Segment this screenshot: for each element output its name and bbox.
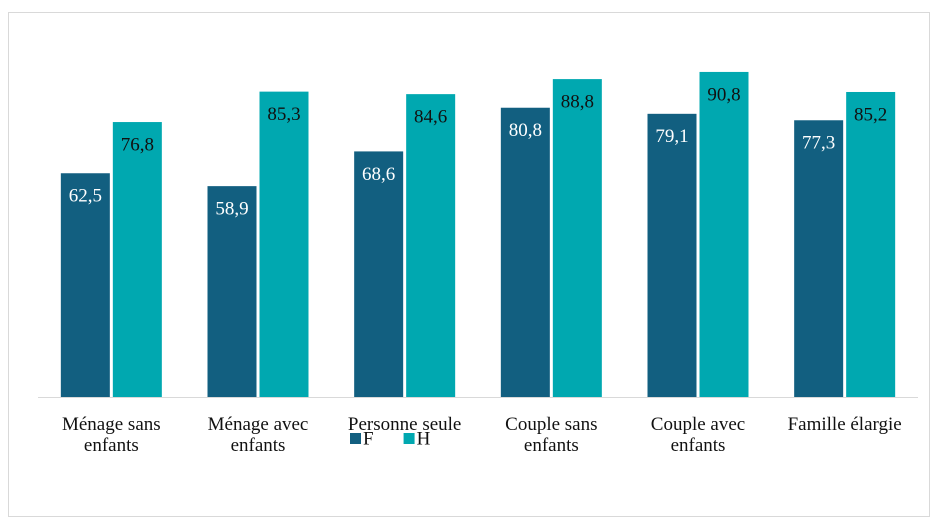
bar — [259, 91, 309, 397]
bar — [60, 173, 110, 397]
data-label: 85,3 — [267, 104, 300, 125]
chart-border — [8, 12, 930, 517]
bar — [112, 122, 162, 397]
legend-label: H — [417, 428, 431, 449]
data-label: 88,8 — [561, 91, 594, 112]
legend-swatch — [350, 433, 361, 444]
data-label: 58,9 — [215, 198, 248, 219]
x-tick-label: Famille élargie — [787, 414, 902, 435]
bar — [552, 79, 602, 397]
data-label: 79,1 — [655, 126, 688, 147]
data-label: 90,8 — [707, 84, 740, 105]
data-label: 76,8 — [121, 134, 154, 155]
bar — [794, 120, 844, 398]
x-tick-label: Ménage sans enfants — [61, 414, 161, 456]
x-tick-label: Ménage avec enfants — [207, 414, 309, 456]
x-tick-label: Couple avec enfants — [650, 414, 746, 456]
data-label: 84,6 — [414, 106, 447, 127]
legend-swatch — [403, 433, 415, 444]
bar — [647, 113, 697, 398]
data-label: 77,3 — [802, 133, 835, 154]
bar — [846, 91, 896, 397]
x-tick-label: Couple sans enfants — [505, 414, 598, 456]
bar — [207, 186, 257, 397]
bar — [354, 151, 404, 397]
data-label: 68,6 — [362, 164, 395, 185]
legend-label: F — [363, 428, 374, 449]
x-tick-label: Personne seule — [347, 414, 462, 435]
data-label: 80,8 — [509, 120, 542, 141]
bar — [699, 71, 749, 397]
bar — [406, 94, 456, 397]
data-label: 85,2 — [854, 104, 887, 125]
bar — [500, 107, 550, 398]
data-label: 62,5 — [69, 186, 102, 207]
